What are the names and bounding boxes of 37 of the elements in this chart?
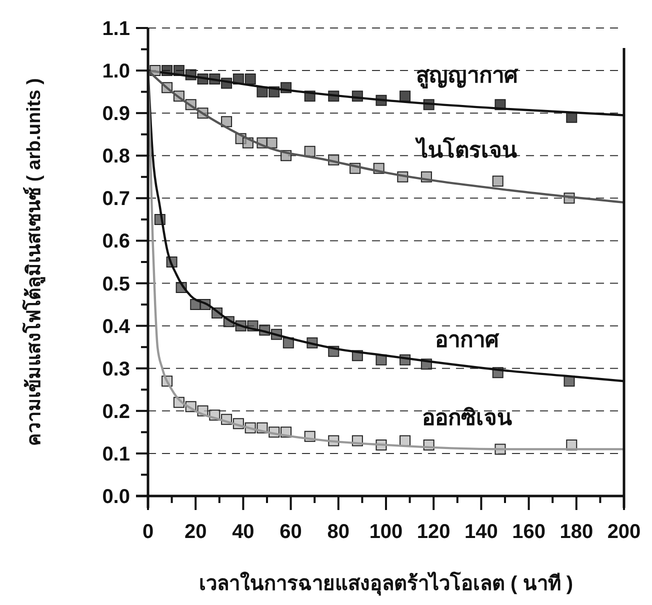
x-tick-label: 200 xyxy=(607,521,641,543)
point xyxy=(150,65,161,76)
y-tick-label: 0.7 xyxy=(102,188,130,210)
x-tick-label: 0 xyxy=(142,521,154,543)
y-tick-label: 0.8 xyxy=(102,146,130,168)
x-tick-label: 60 xyxy=(280,521,302,543)
y-tick-label: 0.2 xyxy=(102,400,130,423)
x-tick-label: 40 xyxy=(232,521,254,543)
y-tick-label: 0.1 xyxy=(102,443,130,466)
point xyxy=(266,137,278,148)
point xyxy=(304,146,316,157)
x-tick-label: 20 xyxy=(184,521,207,543)
point xyxy=(221,116,232,128)
y-tick-label: 0.4 xyxy=(102,316,131,338)
x-tick-label: 180 xyxy=(560,521,594,543)
point xyxy=(492,176,504,187)
y-tick-label: 0.0 xyxy=(102,486,130,508)
point xyxy=(244,74,256,85)
x-tick-label: 140 xyxy=(464,521,498,543)
series-label: สูญญากาศ xyxy=(416,62,519,90)
y-tick-label: 0.9 xyxy=(102,103,130,126)
series-label: ไนโตรเจน xyxy=(414,136,517,162)
y-tick-label: 1.1 xyxy=(102,18,130,40)
y-axis-title: ความเข้มแสงโฟโต้ลูมิเนสเซนซ์ ( arb.units ) xyxy=(22,78,46,446)
y-tick-label: 0.3 xyxy=(102,358,130,380)
point xyxy=(400,435,411,446)
y-tick-label: 1.0 xyxy=(102,60,130,83)
x-tick-label: 80 xyxy=(327,521,350,543)
x-tick-label: 160 xyxy=(512,521,546,543)
y-tick-label: 0.6 xyxy=(102,230,130,253)
x-tick-label: 120 xyxy=(416,521,450,543)
x-axis-title: เวลาในการฉายแสงอุลตร้าไวโอเลต ( นาที ) xyxy=(199,571,573,596)
series-label: อากาศ xyxy=(434,326,500,352)
series-label: ออกซิเจน xyxy=(422,405,512,430)
point xyxy=(400,90,411,102)
y-tick-label: 0.5 xyxy=(102,273,130,296)
x-tick-label: 100 xyxy=(369,521,403,543)
